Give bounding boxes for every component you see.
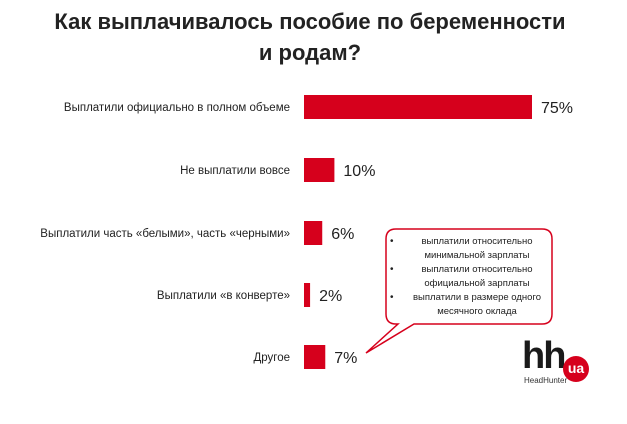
- logo-caption: HeadHunter: [524, 376, 568, 385]
- bar: [304, 283, 311, 307]
- data-label: 6%: [331, 226, 354, 243]
- callout-list: выплатили относительно минимальной зарпл…: [384, 235, 544, 319]
- bar: [304, 158, 335, 182]
- bar: [304, 95, 532, 119]
- bar: [304, 345, 326, 369]
- data-label: 10%: [343, 163, 375, 180]
- chart-title-line-2: и родам?: [258, 40, 362, 65]
- category-label: Выплатили официально в полном объеме: [64, 102, 290, 114]
- category-label: Не выплатили вовсе: [180, 165, 290, 177]
- logo-mark: hh: [522, 335, 566, 377]
- callout-item: выплатили относительно официальной зарпл…: [384, 263, 544, 291]
- callout-item: выплатили в размере одного месячного окл…: [384, 291, 544, 319]
- chart-title: Как выплачивалось пособие по беременност…: [0, 6, 620, 68]
- headhunter-logo: hh ua HeadHunter: [522, 336, 592, 389]
- callout-item: выплатили относительно минимальной зарпл…: [384, 235, 544, 263]
- data-label: 7%: [334, 350, 357, 367]
- logo-badge: ua: [563, 356, 589, 382]
- category-label: Выплатили «в конверте»: [157, 290, 290, 302]
- category-label: Выплатили часть «белыми», часть «черными…: [40, 228, 290, 240]
- chart-title-line-1: Как выплачивалось пособие по беременност…: [54, 9, 566, 34]
- category-label: Другое: [253, 352, 290, 364]
- data-label: 75%: [541, 100, 573, 117]
- data-label: 2%: [319, 288, 342, 305]
- bar: [304, 221, 323, 245]
